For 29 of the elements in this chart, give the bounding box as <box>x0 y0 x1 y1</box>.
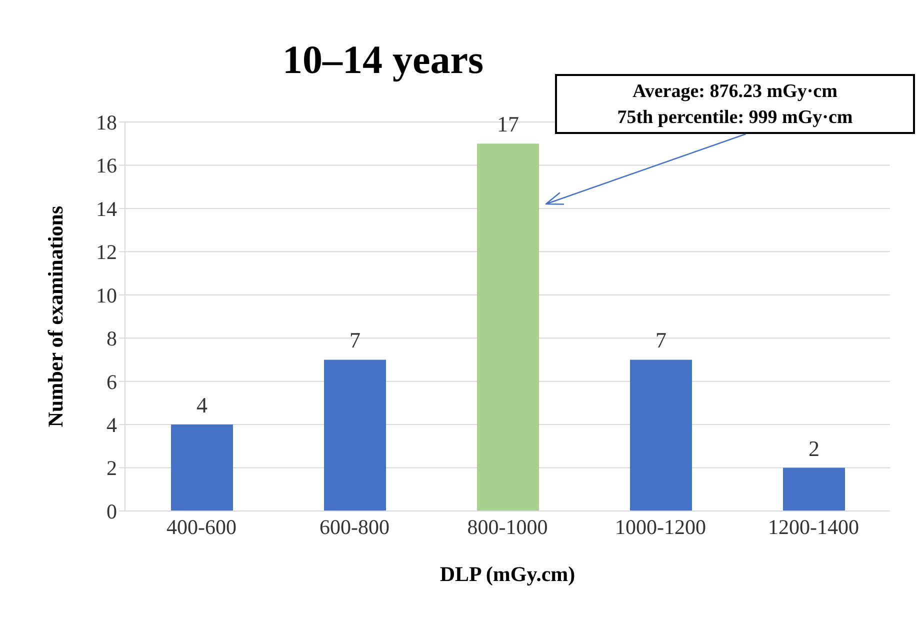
chart-title: 10–14 years <box>281 36 485 83</box>
y-tick-label: 10 <box>96 283 117 308</box>
y-tick-label: 8 <box>106 326 117 351</box>
callout-box: Average: 876.23 mGy·cm 75th percentile: 999 mGy·cm <box>555 74 915 134</box>
x-tick-label: 800-1000 <box>467 514 548 539</box>
data-label: 7 <box>656 328 666 353</box>
bar <box>630 360 692 511</box>
bar <box>324 360 386 511</box>
y-tick-label: 0 <box>106 499 117 524</box>
x-tick-label: 1200-1400 <box>768 514 859 539</box>
y-tick-label: 6 <box>106 370 117 394</box>
y-tick-label: 16 <box>96 154 117 178</box>
bar <box>783 468 845 511</box>
bar <box>171 424 233 511</box>
y-tick-label: 14 <box>96 196 118 221</box>
data-label: 7 <box>350 328 360 353</box>
x-tick-label: 400-600 <box>166 514 236 539</box>
y-axis-title: Number of examinations <box>43 206 68 428</box>
y-tick-label: 12 <box>96 240 117 264</box>
bar <box>477 144 539 511</box>
y-tick-label: 4 <box>106 413 118 438</box>
data-label: 4 <box>196 392 208 418</box>
x-axis-title: DLP (mGy.cm) <box>440 562 576 586</box>
x-tick-label: 600-800 <box>320 514 390 539</box>
data-label: 2 <box>808 436 820 461</box>
y-tick-label: 18 <box>96 110 117 134</box>
data-label: 17 <box>497 112 519 137</box>
x-tick-label: 1000-1200 <box>615 514 706 539</box>
y-tick-label: 2 <box>106 456 117 480</box>
